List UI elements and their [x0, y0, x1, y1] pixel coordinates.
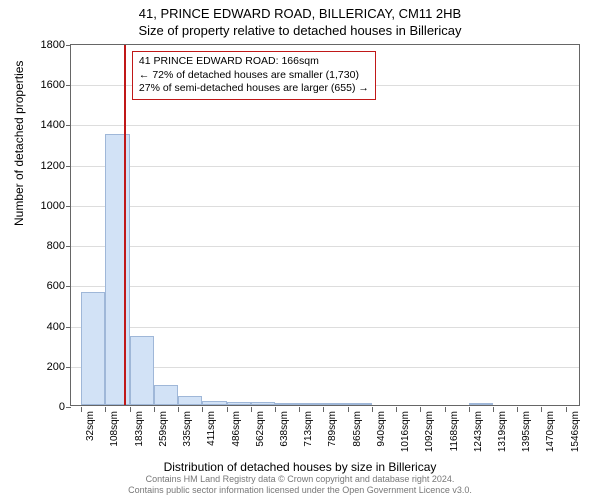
ytick-mark — [66, 206, 71, 207]
histogram-bar — [227, 402, 251, 405]
xtick-mark — [541, 407, 542, 412]
xtick-label: 259sqm — [158, 411, 169, 447]
xtick-label: 1092sqm — [424, 411, 435, 452]
xtick-mark — [251, 407, 252, 412]
xtick-mark — [396, 407, 397, 412]
attribution-footer: Contains HM Land Registry data © Crown c… — [0, 474, 600, 496]
xtick-mark — [445, 407, 446, 412]
annotation-line: ← 72% of detached houses are smaller (1,… — [139, 69, 369, 83]
y-axis-label: Number of detached properties — [12, 61, 26, 226]
gridline — [71, 327, 579, 328]
xtick-label: 1546sqm — [570, 411, 581, 452]
xtick-mark — [178, 407, 179, 412]
ytick-label: 1600 — [41, 79, 65, 91]
ytick-label: 600 — [47, 280, 65, 292]
gridline — [71, 246, 579, 247]
histogram-bar — [130, 336, 154, 405]
ytick-mark — [66, 125, 71, 126]
x-axis-label: Distribution of detached houses by size … — [0, 460, 600, 474]
ytick-mark — [66, 246, 71, 247]
histogram-bar — [323, 403, 347, 405]
ytick-mark — [66, 367, 71, 368]
ytick-mark — [66, 407, 71, 408]
xtick-mark — [130, 407, 131, 412]
footer-line-2: Contains public sector information licen… — [0, 485, 600, 496]
ytick-label: 800 — [47, 240, 65, 252]
xtick-label: 1243sqm — [473, 411, 484, 452]
gridline — [71, 166, 579, 167]
xtick-label: 486sqm — [231, 411, 242, 447]
chart-title-main: 41, PRINCE EDWARD ROAD, BILLERICAY, CM11… — [0, 0, 600, 21]
xtick-mark — [348, 407, 349, 412]
xtick-label: 1395sqm — [521, 411, 532, 452]
xtick-mark — [323, 407, 324, 412]
histogram-bar — [275, 403, 299, 405]
histogram-bar — [299, 403, 323, 405]
plot-area: 02004006008001000120014001600180032sqm10… — [70, 44, 580, 406]
xtick-mark — [81, 407, 82, 412]
annotation-line: 41 PRINCE EDWARD ROAD: 166sqm — [139, 55, 369, 69]
property-marker-line — [124, 45, 126, 405]
ytick-label: 1400 — [41, 119, 65, 131]
xtick-mark — [493, 407, 494, 412]
ytick-label: 0 — [59, 401, 65, 413]
xtick-label: 183sqm — [134, 411, 145, 447]
histogram-bar — [178, 396, 202, 405]
ytick-mark — [66, 166, 71, 167]
xtick-label: 108sqm — [109, 411, 120, 447]
histogram-bar — [154, 385, 178, 405]
histogram-bar — [469, 403, 493, 405]
xtick-mark — [517, 407, 518, 412]
xtick-mark — [469, 407, 470, 412]
ytick-label: 1000 — [41, 200, 65, 212]
xtick-label: 1016sqm — [400, 411, 411, 452]
xtick-mark — [372, 407, 373, 412]
histogram-bar — [348, 403, 372, 405]
ytick-mark — [66, 286, 71, 287]
xtick-mark — [299, 407, 300, 412]
annotation-line: 27% of semi-detached houses are larger (… — [139, 82, 369, 96]
xtick-mark — [566, 407, 567, 412]
xtick-mark — [105, 407, 106, 412]
xtick-label: 638sqm — [279, 411, 290, 447]
xtick-label: 940sqm — [376, 411, 387, 447]
xtick-label: 411sqm — [206, 411, 217, 446]
ytick-mark — [66, 85, 71, 86]
gridline — [71, 286, 579, 287]
annotation-box: 41 PRINCE EDWARD ROAD: 166sqm← 72% of de… — [132, 51, 376, 100]
xtick-mark — [202, 407, 203, 412]
xtick-label: 1168sqm — [449, 411, 460, 451]
gridline — [71, 125, 579, 126]
chart-title-sub: Size of property relative to detached ho… — [0, 21, 600, 38]
gridline — [71, 206, 579, 207]
chart-area: 02004006008001000120014001600180032sqm10… — [70, 44, 580, 406]
ytick-mark — [66, 45, 71, 46]
histogram-bar — [202, 401, 226, 405]
xtick-label: 1470sqm — [545, 411, 556, 452]
ytick-label: 1200 — [41, 160, 65, 172]
histogram-bar — [81, 292, 105, 405]
histogram-bar — [105, 134, 129, 406]
xtick-label: 865sqm — [352, 411, 363, 447]
xtick-label: 562sqm — [255, 411, 266, 447]
xtick-mark — [154, 407, 155, 412]
xtick-mark — [420, 407, 421, 412]
ytick-label: 200 — [47, 361, 65, 373]
xtick-label: 32sqm — [85, 411, 96, 441]
xtick-label: 713sqm — [303, 411, 314, 447]
ytick-mark — [66, 327, 71, 328]
xtick-label: 1319sqm — [497, 411, 508, 452]
ytick-label: 400 — [47, 321, 65, 333]
xtick-mark — [275, 407, 276, 412]
xtick-mark — [227, 407, 228, 412]
xtick-label: 335sqm — [182, 411, 193, 447]
footer-line-1: Contains HM Land Registry data © Crown c… — [0, 474, 600, 485]
xtick-label: 789sqm — [327, 411, 338, 447]
histogram-bar — [251, 402, 275, 405]
ytick-label: 1800 — [41, 39, 65, 51]
